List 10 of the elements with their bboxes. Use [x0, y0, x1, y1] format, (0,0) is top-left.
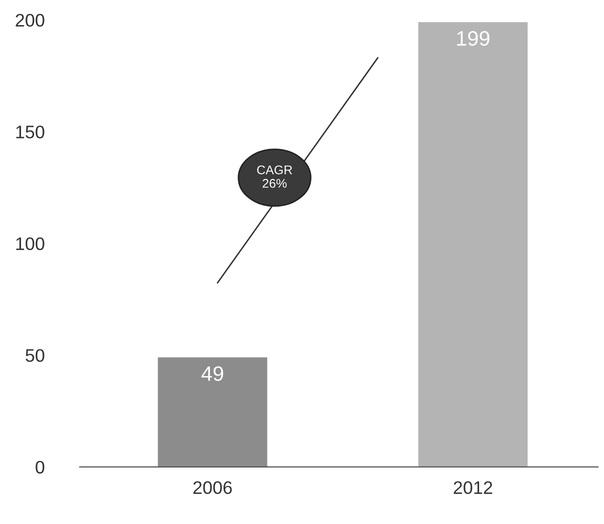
annotation: CAGR 26%: [257, 165, 292, 188]
x-tick-label: 2012: [454, 481, 492, 494]
x-tick-label: 2006: [193, 481, 232, 494]
y-tick-label: 0: [36, 460, 44, 474]
y-tick-label: 100: [16, 237, 44, 250]
y-tick-label: 50: [26, 349, 44, 362]
data-label: 199: [457, 31, 490, 46]
y-tick-label: 200: [16, 14, 44, 27]
y-tick-label: 150: [16, 126, 44, 138]
data-label: 49: [201, 366, 224, 382]
